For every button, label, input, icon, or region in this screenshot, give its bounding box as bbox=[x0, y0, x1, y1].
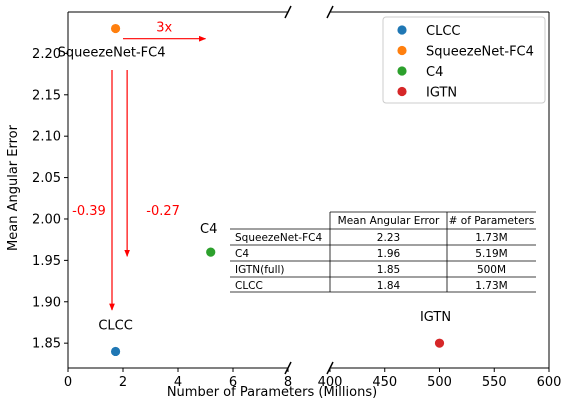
legend-marker bbox=[397, 45, 407, 56]
point-c4 bbox=[206, 247, 216, 257]
y-tick-label: 2.10 bbox=[32, 130, 61, 145]
x-tick-label: 600 bbox=[537, 375, 562, 390]
point-label-igtn: IGTN bbox=[420, 310, 451, 325]
legend-label: IGTN bbox=[426, 86, 457, 101]
legend-label: CLCC bbox=[426, 24, 460, 39]
x-tick-label: 4 bbox=[174, 375, 182, 390]
x-tick-label: 6 bbox=[229, 375, 237, 390]
x-axis-ticks: 0 2 4 6 8 400 450 500 550 600 bbox=[64, 368, 562, 390]
point-label-clcc: CLCC bbox=[98, 318, 132, 333]
y-tick-label: 1.85 bbox=[32, 337, 61, 352]
table-header: Mean Angular Error bbox=[338, 215, 440, 227]
annotation-3x: 3x bbox=[156, 21, 172, 36]
table-cell: 500M bbox=[477, 264, 506, 276]
legend-label: C4 bbox=[426, 65, 443, 80]
point-igtn bbox=[434, 338, 445, 348]
annotations: 3x -0.39 -0.27 bbox=[72, 21, 207, 311]
results-table: Mean Angular Error # of Parameters Squeeze… bbox=[230, 211, 536, 293]
table-cell: 1.73M bbox=[475, 280, 507, 292]
y-tick-label: 1.95 bbox=[32, 254, 61, 269]
table-cell: 1.85 bbox=[377, 264, 400, 276]
data-points: CLCC SqueezeNet-FC4 C4 IGTN bbox=[58, 23, 451, 357]
axis-break-mark bbox=[326, 5, 334, 19]
table-cell: SqueezeNet-FC4 bbox=[235, 232, 322, 244]
x-tick-label: 550 bbox=[482, 375, 507, 390]
point-clcc bbox=[110, 346, 121, 357]
legend-label: SqueezeNet-FC4 bbox=[426, 45, 534, 60]
table-cell: C4 bbox=[235, 248, 249, 260]
table-cell: CLCC bbox=[235, 280, 263, 292]
point-label-squeezenet-fc4: SqueezeNet-FC4 bbox=[58, 46, 166, 61]
y-tick-label: 2.00 bbox=[32, 212, 61, 227]
x-tick-label: 450 bbox=[372, 375, 397, 390]
legend-marker bbox=[397, 66, 407, 76]
legend-marker bbox=[397, 86, 407, 97]
y-tick-label: 2.15 bbox=[32, 88, 61, 103]
x-tick-label: 500 bbox=[427, 375, 452, 390]
table-cell: 5.19M bbox=[475, 248, 507, 260]
point-squeezenet-fc4 bbox=[110, 23, 121, 34]
table-cell: 1.73M bbox=[475, 232, 507, 244]
x-tick-label: 2 bbox=[119, 375, 127, 390]
y-tick-label: 2.20 bbox=[32, 47, 61, 62]
x-axis-label: Number of Parameters (Millions) bbox=[167, 385, 377, 400]
table-header: # of Parameters bbox=[449, 215, 535, 227]
annotation-minus-027: -0.27 bbox=[146, 204, 180, 219]
table-cell: 2.23 bbox=[377, 232, 400, 244]
table-cell: 1.96 bbox=[377, 248, 401, 260]
annotation-minus-039: -0.39 bbox=[72, 204, 106, 219]
point-label-c4: C4 bbox=[200, 222, 217, 237]
legend-box bbox=[382, 16, 546, 104]
x-tick-label: 0 bbox=[64, 375, 72, 390]
axis-break-mark bbox=[284, 5, 292, 19]
y-tick-label: 2.05 bbox=[32, 171, 61, 186]
y-tick-label: 1.90 bbox=[32, 295, 61, 310]
table-cell: 1.84 bbox=[377, 280, 401, 292]
table-cell: IGTN(full) bbox=[235, 264, 285, 276]
legend-marker bbox=[397, 25, 407, 35]
y-axis-label: Mean Angular Error bbox=[6, 124, 21, 251]
x-tick-label: 400 bbox=[318, 375, 343, 390]
y-axis-ticks: 1.85 1.90 1.95 2.00 2.05 2.10 2.15 2.20 bbox=[32, 47, 68, 352]
x-tick-label: 8 bbox=[284, 375, 292, 390]
legend: CLCC SqueezeNet-FC4 C4 IGTN bbox=[382, 16, 546, 104]
